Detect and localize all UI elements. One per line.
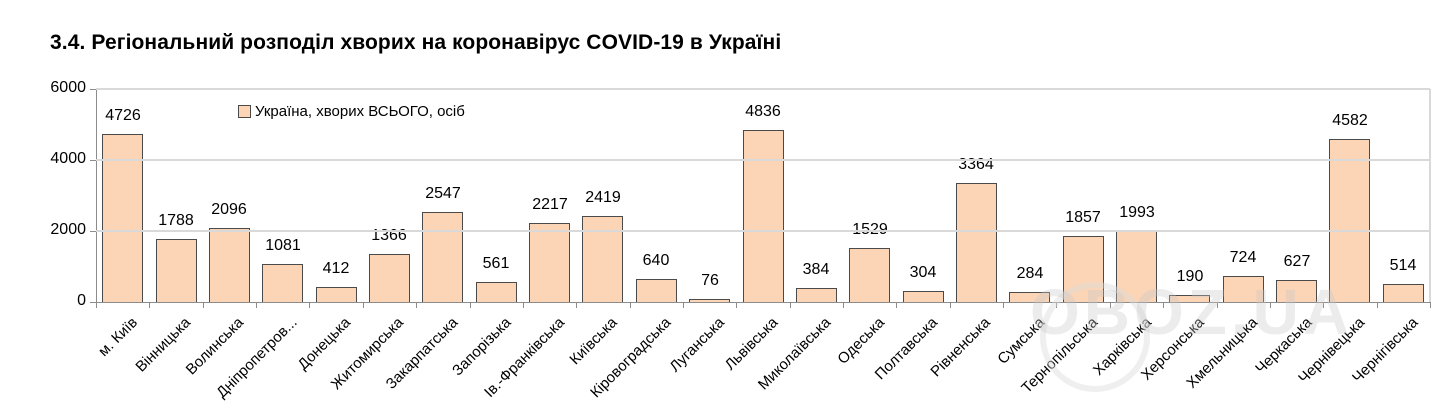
gridline: [96, 230, 1430, 232]
gridline: [96, 159, 1430, 161]
data-label: 1857: [1065, 209, 1101, 226]
legend-label: Україна, хворих ВСЬОГО, осіб: [255, 103, 465, 120]
x-tick-mark: [843, 302, 844, 308]
x-tick-mark: [630, 302, 631, 308]
data-label: 561: [482, 255, 510, 272]
legend-swatch: [238, 105, 251, 118]
data-label: 4726: [105, 107, 141, 124]
data-label: 4582: [1332, 112, 1368, 129]
data-label: 1788: [158, 212, 194, 229]
x-tick-mark: [950, 302, 951, 308]
data-label: 514: [1389, 257, 1417, 274]
x-category-label: Одеська: [834, 314, 889, 368]
chart-title: 3.4. Регіональний розподіл хворих на кор…: [50, 31, 782, 54]
x-tick-mark: [1217, 302, 1218, 308]
bar: [956, 183, 997, 303]
plot-right-border: [1429, 89, 1431, 302]
x-tick-mark: [256, 302, 257, 308]
y-tick-label: 4000: [50, 150, 86, 167]
x-category-label: м. Київ: [95, 314, 142, 360]
y-tick-label: 2000: [50, 221, 86, 238]
x-tick-mark: [149, 302, 150, 308]
x-tick-mark: [96, 302, 97, 308]
data-label: 76: [701, 272, 719, 289]
x-tick-mark: [576, 302, 577, 308]
y-tick-mark: [90, 160, 96, 161]
x-tick-mark: [203, 302, 204, 308]
data-label: 640: [642, 252, 670, 269]
bar: [369, 254, 410, 303]
bar: [743, 130, 784, 303]
x-tick-mark: [1430, 302, 1431, 308]
y-tick-mark: [90, 231, 96, 232]
bar: [636, 279, 677, 303]
x-tick-mark: [1270, 302, 1271, 308]
data-label: 2547: [425, 185, 461, 202]
data-label: 1081: [265, 237, 301, 254]
x-tick-mark: [523, 302, 524, 308]
x-tick-mark: [309, 302, 310, 308]
x-axis: [96, 302, 1430, 303]
bar: [156, 239, 197, 303]
x-category-label: Київська: [566, 314, 622, 369]
x-tick-mark: [1003, 302, 1004, 308]
x-tick-mark: [1323, 302, 1324, 308]
bar: [1383, 284, 1424, 303]
x-tick-mark: [416, 302, 417, 308]
x-tick-mark: [683, 302, 684, 308]
x-tick-mark: [1163, 302, 1164, 308]
data-label: 304: [909, 264, 937, 281]
y-tick-mark: [90, 302, 96, 303]
data-label: 627: [1283, 253, 1311, 270]
watermark-globe-icon: [1040, 282, 1150, 392]
gridline: [96, 88, 1430, 90]
data-label: 2096: [211, 201, 247, 218]
x-tick-mark: [736, 302, 737, 308]
data-label: 1993: [1119, 204, 1155, 221]
data-label: 2217: [532, 196, 568, 213]
y-tick-label: 6000: [50, 79, 86, 96]
bar: [476, 282, 517, 303]
x-category-label: Луганська: [666, 314, 729, 376]
bar: [102, 134, 143, 303]
x-tick-mark: [896, 302, 897, 308]
data-label: 384: [802, 261, 830, 278]
bar: [796, 288, 837, 303]
x-tick-mark: [470, 302, 471, 308]
bar: [529, 223, 570, 303]
data-label: 412: [322, 260, 350, 277]
x-tick-mark: [790, 302, 791, 308]
x-tick-mark: [1377, 302, 1378, 308]
data-label: 190: [1176, 268, 1204, 285]
data-label: 1529: [840, 221, 900, 239]
data-label: 284: [1016, 265, 1044, 282]
bar: [422, 212, 463, 303]
x-tick-mark: [363, 302, 364, 308]
legend: Україна, хворих ВСЬОГО, осіб: [238, 103, 465, 120]
bar: [1329, 139, 1370, 303]
data-label: 724: [1229, 249, 1257, 266]
y-tick-label: 0: [77, 292, 86, 309]
bar: [849, 248, 890, 303]
y-axis: [96, 89, 97, 303]
y-tick-mark: [90, 89, 96, 90]
data-label: 4836: [745, 103, 781, 120]
data-label: 2419: [585, 189, 621, 206]
bar: [262, 264, 303, 303]
bar: [316, 287, 357, 303]
bar: [209, 228, 250, 303]
watermark: OBOZ.UA: [1030, 276, 1354, 348]
